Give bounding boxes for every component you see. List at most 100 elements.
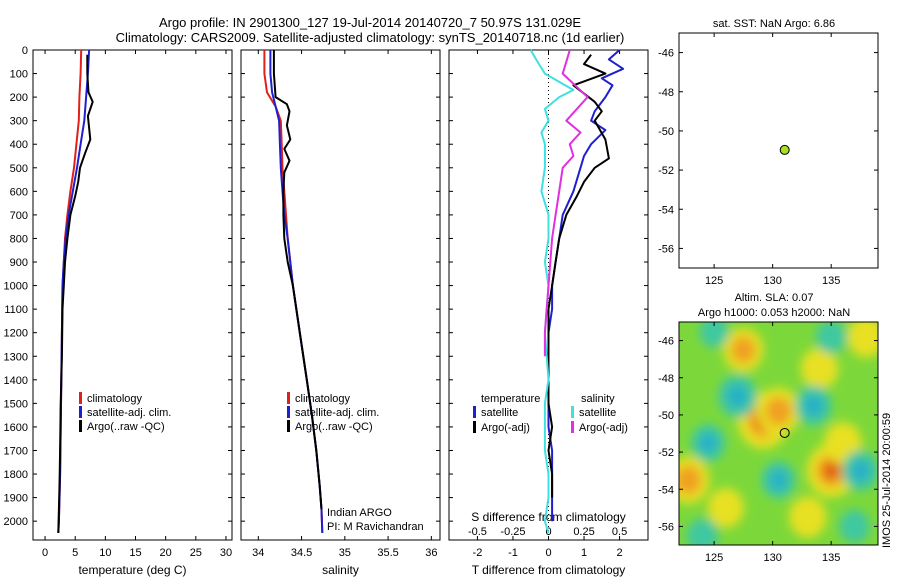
- difference-series-2: [529, 49, 575, 534]
- sla-blob-negative: [686, 518, 719, 545]
- difference-panel: -2 -1 0 1 2 T difference from climatology -0.5…: [448, 49, 649, 577]
- depth-tick-label: 1600: [4, 422, 28, 434]
- sla-blob-core: [765, 396, 792, 426]
- salinity-series-1: [269, 50, 324, 533]
- legend-label: satellite-adj. clim.: [87, 407, 171, 419]
- temperature-xtick-label: 10: [99, 547, 111, 559]
- legend-label: Argo(..raw -QC): [295, 421, 373, 433]
- depth-tick-label: 500: [10, 163, 28, 175]
- difference-xtick-label: 1: [581, 547, 587, 559]
- legend-label: Argo(-adj): [481, 422, 530, 434]
- depth-tick-label: 600: [10, 186, 28, 198]
- temperature-xtick-label: 15: [129, 547, 141, 559]
- sla-blob-negative: [839, 509, 870, 544]
- salinity-xtick-label: 35.5: [377, 547, 398, 559]
- header-line2: Climatology: CARS2009. Satellite-adjuste…: [116, 30, 625, 45]
- salinity-xtick-label: 34: [252, 547, 264, 559]
- depth-tick-label: 1900: [4, 493, 28, 505]
- legend-title-salinity: salinity: [581, 393, 615, 405]
- legend-swatch: [287, 406, 290, 418]
- depth-tick-label: 1500: [4, 398, 28, 410]
- depth-tick-label: 0: [22, 45, 28, 57]
- difference-xtick-label: 0: [545, 547, 551, 559]
- sla_map-frame: [678, 321, 879, 546]
- difference-xtick-label: -2: [473, 547, 483, 559]
- sla-heatmap: [679, 322, 878, 545]
- legend-label: climatology: [295, 393, 351, 405]
- argo-location-marker: [779, 427, 790, 438]
- sla-blob-core: [679, 465, 702, 495]
- salinity-xlabel: salinity: [322, 563, 359, 577]
- depth-tick-label: 2000: [4, 516, 28, 528]
- sla-blob-positive: [847, 322, 878, 358]
- depth-tick-label: 1200: [4, 328, 28, 340]
- credit-text: IMOS 25-Jul-2014 20:00:59: [881, 413, 893, 548]
- legend-swatch: [287, 420, 290, 432]
- sla_map-xtick-label: 130: [763, 552, 781, 564]
- legend-label: satellite: [481, 407, 518, 419]
- panel-annotation: PI: M Ravichandran: [327, 521, 424, 533]
- sst-map-panel: 125 130 135 -46 -48 -50 -52 -54 -56: [658, 32, 879, 287]
- sla-blob-peak: [823, 462, 839, 480]
- sst_map-ytick-label: -56: [658, 243, 674, 255]
- sst_map-xtick-label: 130: [763, 275, 781, 287]
- depth-tick-label: 1000: [4, 281, 28, 293]
- legend-swatch: [79, 420, 82, 432]
- legend-swatch: [473, 406, 476, 418]
- difference-series-3: [543, 49, 589, 357]
- temperature-xtick-label: 20: [160, 547, 172, 559]
- salinity-xtick-label: 36: [425, 547, 437, 559]
- depth-tick-label: 900: [10, 257, 28, 269]
- sla_map-ytick-label: -50: [658, 410, 674, 422]
- depth-tick-label: 200: [10, 92, 28, 104]
- sla_map-ytick-label: -52: [658, 447, 674, 459]
- legend-label: satellite-adj. clim.: [295, 407, 379, 419]
- difference-series-1: [547, 54, 610, 498]
- s-diff-tick-label: -0.25: [500, 526, 525, 538]
- sla_map-ytick-label: -54: [658, 484, 674, 496]
- sla-blob-negative: [815, 322, 847, 354]
- sla-blob-core: [731, 336, 756, 364]
- sst_map-ytick-label: -52: [658, 165, 674, 177]
- argo-location-marker: [779, 144, 790, 155]
- s-diff-tick-label: -0.5: [468, 526, 487, 538]
- legend-label: climatology: [87, 393, 143, 405]
- legend-label: Argo(-adj): [579, 422, 628, 434]
- legend-label: Argo(..raw -QC): [87, 421, 165, 433]
- difference-xtick-label: 2: [617, 547, 623, 559]
- sla-blob-positive: [789, 496, 827, 538]
- sla-blob-low: [769, 469, 788, 490]
- legend-swatch: [79, 406, 82, 418]
- sst-map-title: sat. SST: NaN Argo: 6.86: [713, 18, 835, 30]
- header-line1: Argo profile: IN 2901300_127 19-Jul-2014…: [159, 15, 581, 30]
- sst_map-xtick-label: 135: [822, 275, 840, 287]
- depth-tick-label: 1800: [4, 469, 28, 481]
- sla-blob-low: [727, 384, 748, 408]
- s-diff-xlabel: S difference from climatology: [471, 510, 626, 524]
- legend-swatch: [473, 421, 476, 433]
- sst_map-frame: [678, 32, 879, 269]
- sla_map-xtick-label: 125: [705, 552, 723, 564]
- salinity-xtick-label: 34.5: [291, 547, 312, 559]
- depth-tick-label: 1700: [4, 445, 28, 457]
- sst_map-ytick-label: -46: [658, 48, 674, 60]
- sla_map-ytick-label: -56: [658, 521, 674, 533]
- sla-blob-positive: [800, 347, 839, 390]
- depth-tick-label: 700: [10, 210, 28, 222]
- legend-swatch: [287, 392, 290, 404]
- legend-swatch: [79, 392, 82, 404]
- temperature-xtick-label: 0: [42, 547, 48, 559]
- sst_map-ytick-label: -54: [658, 204, 674, 216]
- depth-tick-label: 100: [10, 69, 28, 81]
- depth-tick-label: 1300: [4, 351, 28, 363]
- sst_map-ytick-label: -50: [658, 126, 674, 138]
- difference-xlabel: T difference from climatology: [472, 563, 626, 577]
- sla-blob-positive: [707, 488, 744, 528]
- sla-map-title-line1: Altim. SLA: 0.07: [735, 292, 814, 304]
- salinity-series-2: [272, 50, 323, 510]
- sla-map-panel: 125 130 135 -46 -48 -50 -52 -54 -56: [658, 321, 879, 564]
- sla_map-xtick-label: 135: [822, 552, 840, 564]
- sla-blob-low: [699, 432, 718, 453]
- depth-tick-label: 400: [10, 139, 28, 151]
- legend-label: satellite: [579, 407, 616, 419]
